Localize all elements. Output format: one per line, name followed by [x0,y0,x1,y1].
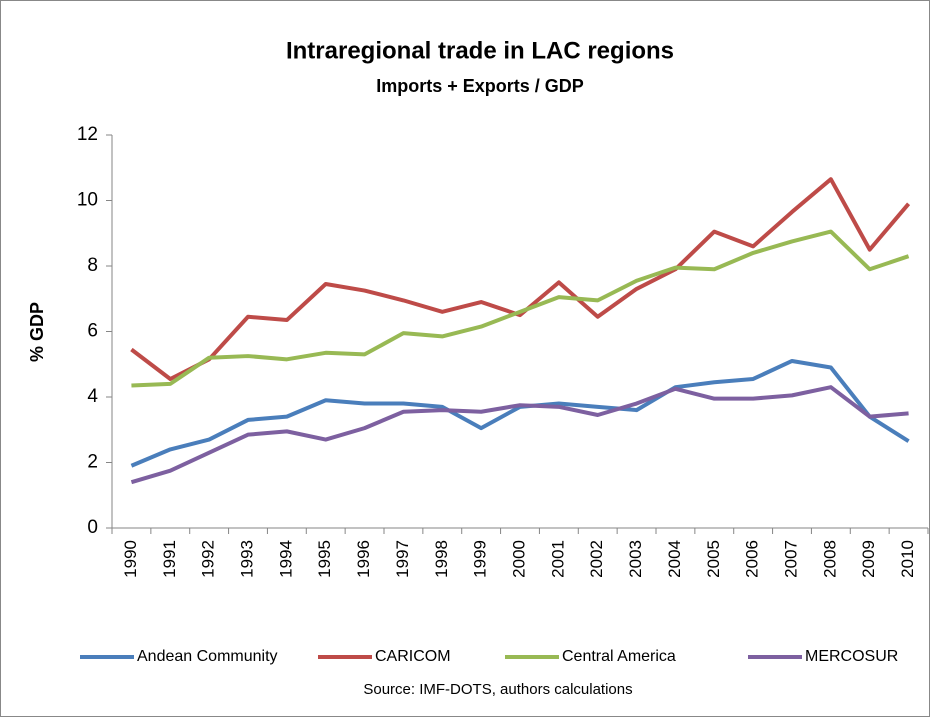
chart-title: Intraregional trade in LAC regions [286,37,674,64]
x-tick-label: 2009 [859,540,878,578]
x-tick-label: 2003 [626,540,645,578]
x-tick-label: 2007 [781,540,800,578]
chart-subtitle: Imports + Exports / GDP [376,76,584,96]
y-tick-label: 10 [77,190,98,211]
x-tick-label: 2000 [509,540,528,578]
x-tick-label: 1994 [276,540,295,578]
legend-label: MERCOSUR [805,648,898,665]
x-tick-label: 1993 [237,540,256,578]
x-tick-label: 2010 [898,540,917,578]
x-tick-label: 1997 [393,540,412,578]
x-tick-label: 1992 [199,540,218,578]
line-series [131,229,910,388]
legend-label: CARICOM [375,648,451,665]
line-series [130,385,909,485]
y-tick-label: 12 [77,124,98,145]
x-tick-label: 1990 [121,540,140,578]
x-tick-label: 2001 [548,540,567,578]
x-tick-label: 2005 [704,540,723,578]
y-tick-label: 6 [87,321,98,342]
legend-label: Central America [562,648,676,665]
y-axis-label: % GDP [27,302,47,362]
x-tick-label: 1999 [471,540,490,578]
line-series [130,177,911,381]
x-tick-label: 1996 [354,540,373,578]
x-tick-label: 2002 [587,540,606,578]
x-tick-label: 1998 [432,540,451,578]
y-tick-label: 2 [87,452,98,473]
legend-label: Andean Community [137,648,278,665]
x-tick-label: 1991 [160,540,179,578]
x-tick-label: 2004 [665,540,684,578]
y-tick-label: 4 [87,386,98,407]
x-tick-label: 1995 [315,540,334,578]
x-tick-label: 2006 [743,540,762,578]
y-tick-label: 8 [87,255,98,276]
y-tick-label: 0 [87,517,98,538]
source-note: Source: IMF-DOTS, authors calculations [363,681,632,698]
x-tick-label: 2008 [820,540,839,578]
